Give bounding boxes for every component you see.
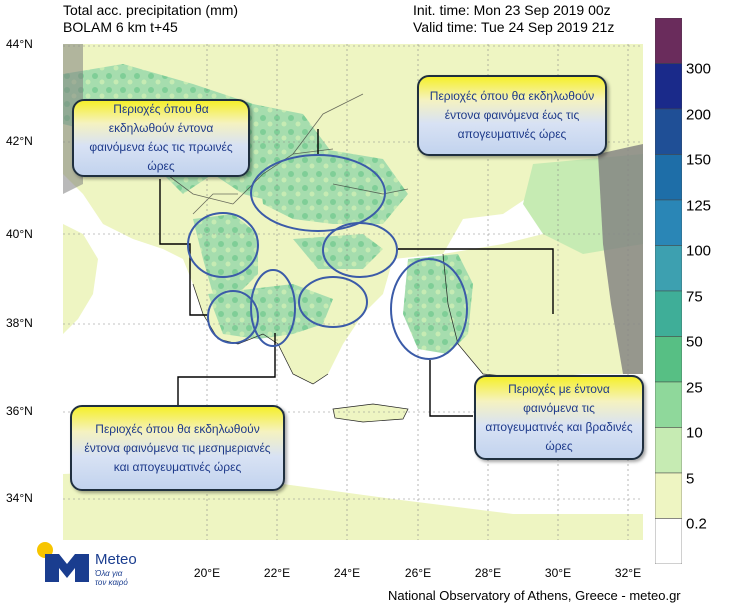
- crete-island: [333, 404, 408, 422]
- rain-area-north-greece: [258, 149, 408, 224]
- meteo-logo-name: Meteo: [95, 551, 137, 568]
- precipitation-colorbar: [655, 18, 682, 564]
- colorbar-swatch: [655, 290, 682, 337]
- colorbar-label-25: 25: [686, 379, 703, 397]
- colorbar-swatch: [655, 18, 682, 64]
- colorbar-label-300: 300: [686, 60, 712, 78]
- meteo-logo: Meteo Όλα για τον καιρό: [35, 540, 165, 590]
- rain-area-aegean: [293, 234, 383, 269]
- lat-label-38: 38°N: [6, 316, 33, 330]
- rain-area-anatolia: [403, 254, 473, 354]
- map-title: Total acc. precipitation (mm): [63, 2, 239, 18]
- italy-landmass: [63, 224, 98, 334]
- lon-label-22: 22°E: [263, 566, 291, 580]
- colorbar-label-100: 100: [686, 242, 712, 260]
- lon-label-30: 30°E: [544, 566, 572, 580]
- ellipse-west-anatolia: [390, 258, 468, 360]
- lat-label-34: 34°N: [6, 491, 33, 505]
- lon-label-32: 32°E: [614, 566, 642, 580]
- callout-afternoon: Περιοχές όπου θα εκδηλωθούν έντονα φαινό…: [417, 75, 607, 156]
- lon-label-26: 26°E: [404, 566, 432, 580]
- colorbar-label-5: 5: [686, 470, 695, 488]
- source-credit: National Observatory of Athens, Greece -…: [388, 588, 681, 603]
- outside-domain-east: [598, 144, 643, 374]
- init-time: Init. time: Mon 23 Sep 2019 00z: [413, 2, 611, 18]
- rain-area-peloponnese: [208, 284, 333, 339]
- callout-midday: Περιοχές όπου θα εκδηλωθούν έντονα φαινό…: [70, 405, 285, 491]
- colorbar-label-200: 200: [686, 106, 712, 124]
- lon-label-28: 28°E: [474, 566, 502, 580]
- meteo-logo-tagline-2: τον καιρό: [95, 578, 128, 587]
- valid-time: Valid time: Tue 24 Sep 2019 21z: [413, 19, 615, 35]
- colorbar-swatch: [655, 154, 682, 201]
- ellipse-attica: [298, 276, 368, 328]
- colorbar-swatch: [655, 199, 682, 246]
- lat-label-44: 44°N: [6, 37, 33, 51]
- colorbar-swatch: [655, 336, 682, 383]
- model-label: BOLAM 6 km t+45: [63, 19, 178, 35]
- alert-ellipses: [187, 154, 468, 360]
- meteo-logo-tagline-1: Όλα για: [94, 569, 123, 578]
- meteo-logo-mark: Meteo Όλα για τον καιρό: [37, 542, 137, 587]
- lat-label-40: 40°N: [6, 227, 33, 241]
- ellipse-north-greece: [250, 154, 386, 232]
- colorbar-label-150: 150: [686, 151, 712, 169]
- callout-morning: Περιοχές όπου θα εκδηλωθούν έντονα φαινό…: [72, 99, 250, 177]
- colorbar-swatch: [655, 427, 682, 474]
- lat-label-42: 42°N: [6, 134, 33, 148]
- lat-label-36: 36°N: [6, 404, 33, 418]
- colorbar-label-0-2: 0.2: [686, 515, 707, 533]
- colorbar-label-10: 10: [686, 424, 703, 442]
- colorbar-swatch: [655, 63, 682, 110]
- colorbar-swatch: [655, 108, 682, 155]
- ellipse-west-peloponnese: [250, 269, 296, 347]
- colorbar-label-125: 125: [686, 197, 712, 215]
- ellipse-ionian: [207, 290, 259, 344]
- colorbar-label-50: 50: [686, 333, 703, 351]
- colorbar-swatch: [655, 518, 682, 564]
- ellipse-thrace: [322, 222, 398, 278]
- colorbar-label-75: 75: [686, 288, 703, 306]
- lon-label-24: 24°E: [333, 566, 361, 580]
- ellipse-epirus: [187, 212, 259, 278]
- anatolia-landmass: [443, 214, 643, 379]
- colorbar-swatch: [655, 245, 682, 292]
- lon-label-20: 20°E: [193, 566, 221, 580]
- callout-evening: Περιοχές με έντονα φαινόμενα τις απογευμ…: [474, 375, 644, 460]
- colorbar-swatch: [655, 381, 682, 428]
- callout-connectors: [159, 129, 554, 417]
- colorbar-swatch: [655, 472, 682, 519]
